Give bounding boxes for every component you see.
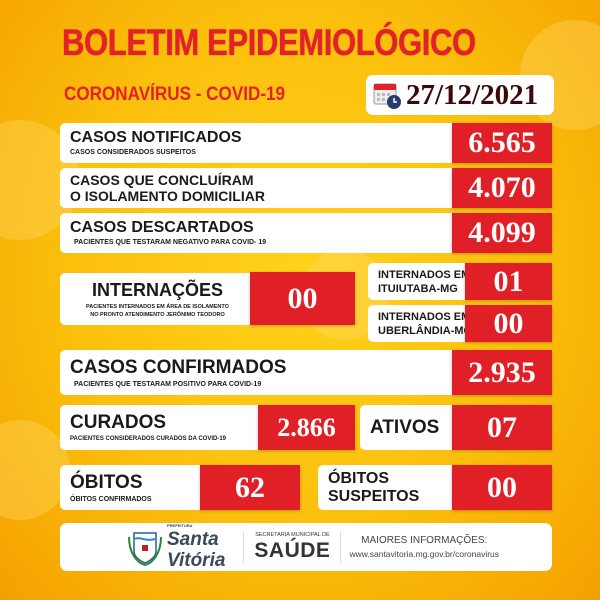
- info-label: MAIORES INFORMAÇÕES:: [361, 534, 488, 546]
- label: ÓBITOS: [70, 471, 143, 493]
- obitos-card: ÓBITOS ÓBITOS CONFIRMADOS: [60, 465, 202, 510]
- page-title: BOLETIM EPIDEMIOLÓGICO: [62, 22, 476, 63]
- saude-label: SAÚDE: [254, 538, 331, 562]
- label: INTERNADOS EM: [378, 310, 471, 323]
- curados-card: CURADOS PACIENTES CONSIDERADOS CURADOS D…: [60, 405, 262, 450]
- sublabel: PACIENTES QUE TESTARAM POSITIVO PARA COV…: [74, 380, 262, 388]
- casos-notificados-card: CASOS NOTIFICADOS CASOS CONSIDERADOS SUS…: [60, 123, 452, 163]
- ativos-value: 07: [452, 405, 552, 450]
- secretaria-logo: SECRETARIA MUNICIPAL DE SAÚDE: [254, 532, 330, 563]
- casos-confirmados-value: 2.935: [452, 350, 552, 395]
- label: INTERNADOS EM: [378, 268, 471, 281]
- casos-notificados-value: 6.565: [452, 123, 552, 163]
- label: O ISOLAMENTO DOMICILIAR: [70, 188, 265, 204]
- obitos-suspeitos-card: ÓBITOS SUSPEITOS: [318, 465, 452, 510]
- curados-value: 2.866: [258, 405, 355, 450]
- isolamento-value: 4.070: [452, 168, 552, 208]
- sublabel: NO PRONTO ATENDIMENTO JERÔNIMO TEODORO: [90, 311, 225, 318]
- sublabel: PACIENTES INTERNADOS EM ÁREA DE ISOLAMEN…: [86, 303, 229, 310]
- prefeitura-label: PREFEITURA: [167, 523, 193, 528]
- bulletin-date: 27/12/2021: [406, 79, 539, 111]
- label: UBERLÂNDIA-MG: [378, 324, 473, 337]
- footer: PREFEITURA Santa Vitória SECRETARIA MUNI…: [60, 523, 552, 571]
- prefeitura-logo: PREFEITURA Santa Vitória: [126, 523, 225, 571]
- sublabel: PACIENTES CONSIDERADOS CURADOS DA COVID-…: [70, 436, 227, 442]
- label: ITUIUTABA-MG: [378, 282, 458, 295]
- info-url-link[interactable]: www.santavitoria.mg.gov.br/coronavirus: [349, 548, 500, 559]
- obitos-value: 62: [200, 465, 300, 510]
- label: CASOS CONFIRMADOS: [70, 356, 287, 378]
- casos-descartados-value: 4.099: [452, 213, 552, 253]
- obitos-suspeitos-value: 00: [452, 465, 552, 510]
- casos-descartados-card: CASOS DESCARTADOS PACIENTES QUE TESTARAM…: [60, 213, 452, 253]
- uberlandia-value: 00: [465, 305, 552, 342]
- label: ATIVOS: [370, 416, 440, 438]
- label: CASOS NOTIFICADOS: [70, 129, 242, 146]
- uberlandia-card: INTERNADOS EM UBERLÂNDIA-MG: [368, 305, 473, 342]
- city-name: Santa: [167, 529, 219, 550]
- ativos-card: ATIVOS: [360, 405, 452, 450]
- isolamento-card: CASOS QUE CONCLUÍRAM O ISOLAMENTO DOMICI…: [60, 168, 452, 208]
- city-name: Vitória: [167, 550, 226, 571]
- sublabel: CASOS CONSIDERADOS SUSPEITOS: [70, 149, 196, 156]
- label: CASOS QUE CONCLUÍRAM: [70, 172, 254, 188]
- internacoes-value: 00: [250, 272, 355, 325]
- label: INTERNAÇÕES: [91, 279, 223, 300]
- label: CASOS DESCARTADOS: [70, 219, 254, 236]
- calendar-clock-icon: [373, 83, 401, 109]
- sublabel: ÓBITOS CONFIRMADOS: [70, 495, 152, 503]
- ituiutaba-card: INTERNADOS EM ITUIUTABA-MG: [368, 263, 471, 300]
- casos-confirmados-card: CASOS CONFIRMADOS PACIENTES QUE TESTARAM…: [60, 350, 452, 395]
- secretaria-label: SECRETARIA MUNICIPAL DE: [255, 531, 330, 538]
- page-subtitle: CORONAVÍRUS - COVID-19: [64, 84, 286, 105]
- date-box: 27/12/2021: [366, 75, 554, 115]
- label: ÓBITOS: [328, 469, 390, 487]
- label: SUSPEITOS: [328, 487, 420, 505]
- sublabel: PACIENTES QUE TESTARAM NEGATIVO PARA COV…: [74, 239, 267, 246]
- ituiutaba-value: 01: [465, 263, 552, 300]
- internacoes-card: INTERNAÇÕES PACIENTES INTERNADOS EM ÁREA…: [60, 273, 255, 325]
- label: CURADOS: [70, 412, 167, 433]
- city-coat-of-arms-icon: [128, 532, 162, 566]
